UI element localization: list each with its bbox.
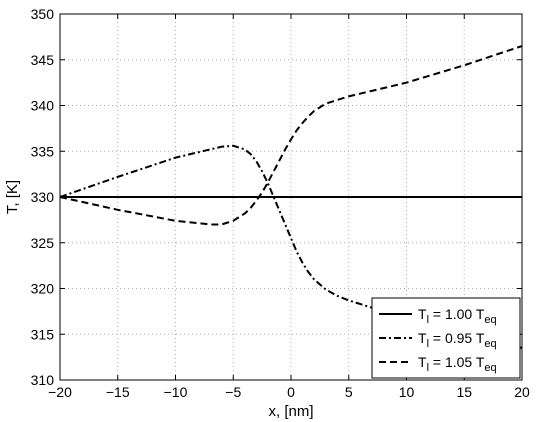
y-tick-label: 345: [31, 52, 55, 68]
y-tick-label: 330: [31, 189, 55, 205]
ticks: [59, 13, 523, 381]
x-tick-label: −10: [164, 384, 188, 400]
series-line-3: [59, 45, 523, 226]
x-tick-label: 0: [287, 384, 295, 400]
y-tick-label: 320: [31, 281, 55, 297]
tick-labels: −20 −15 −10 −5 0 5 10 15 20 310 315 320 325 330 335 340…: [31, 6, 530, 400]
x-tick-label: 10: [399, 384, 415, 400]
legend-sub: l: [427, 338, 429, 350]
y-tick-label: 350: [31, 6, 55, 22]
y-tick-label: 310: [31, 372, 55, 388]
x-tick-label: 20: [514, 384, 530, 400]
legend-label: Tl = 1.05 Teq: [418, 354, 497, 374]
y-axis-label: T, [K]: [4, 180, 21, 214]
x-tick-label: −5: [225, 384, 241, 400]
x-tick-label: −15: [106, 384, 130, 400]
legend-mid: = 1.00 T: [429, 306, 485, 322]
legend-sub: l: [427, 314, 429, 326]
y-tick-label: 340: [31, 98, 55, 114]
legend-label: Tl = 1.00 Teq: [418, 306, 497, 326]
legend-sub2: eq: [484, 338, 496, 350]
x-axis-label: x, [nm]: [268, 403, 313, 420]
x-tick-label: 5: [345, 384, 353, 400]
y-tick-label: 335: [31, 143, 55, 159]
y-tick-label: 315: [31, 326, 55, 342]
legend-label: Tl = 0.95 Teq: [418, 330, 497, 350]
series-group: [59, 45, 523, 349]
legend-main: T: [418, 306, 427, 322]
legend-main: T: [418, 330, 427, 346]
x-tick-label: −20: [48, 384, 72, 400]
legend-sub: l: [427, 362, 429, 374]
y-tick-label: 325: [31, 235, 55, 251]
legend-main: T: [418, 354, 427, 370]
legend-mid: = 0.95 T: [429, 330, 485, 346]
series-line-2: [59, 144, 523, 349]
legend-mid: = 1.05 T: [429, 354, 485, 370]
x-tick-label: 15: [456, 384, 472, 400]
legend-sub2: eq: [484, 314, 496, 326]
legend-sub2: eq: [484, 362, 496, 374]
